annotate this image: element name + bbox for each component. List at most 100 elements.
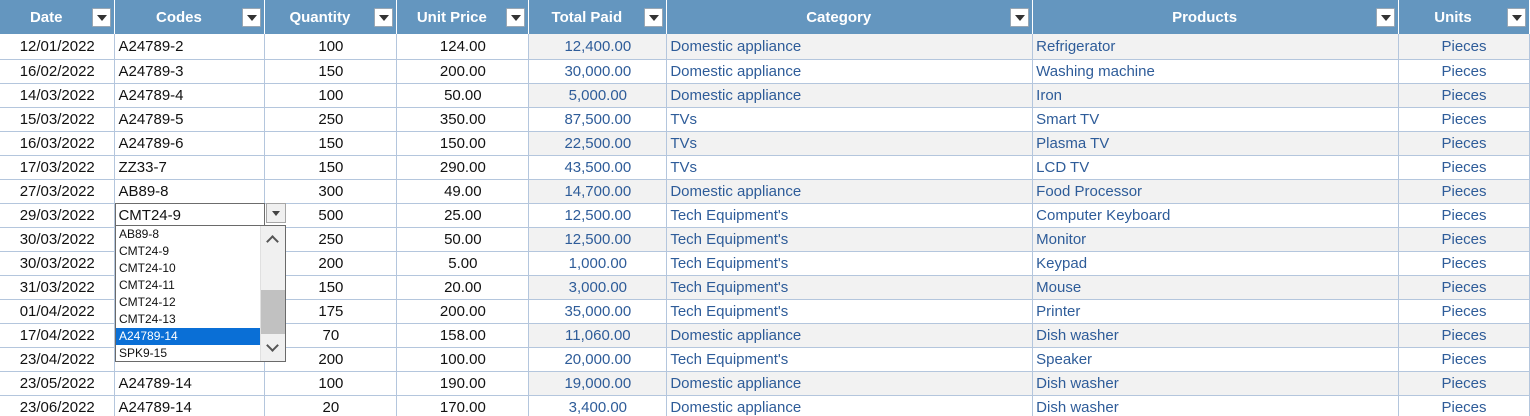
cell-date[interactable]: 14/03/2022	[0, 83, 116, 108]
cell-total-paid[interactable]: 19,000.00	[528, 371, 668, 396]
cell-units[interactable]: Pieces	[1398, 203, 1530, 228]
cell-quantity[interactable]: 150	[264, 155, 398, 180]
cell-code[interactable]: A24789-6	[114, 131, 266, 156]
cell-units[interactable]: Pieces	[1398, 347, 1530, 372]
cell-quantity[interactable]: 200	[264, 347, 398, 372]
cell-unit-price[interactable]: 350.00	[396, 107, 530, 132]
cell-date[interactable]: 29/03/2022	[0, 203, 116, 228]
cell-quantity[interactable]: 100	[264, 371, 398, 396]
filter-dropdown-icon[interactable]	[1376, 8, 1395, 27]
cell-date[interactable]: 30/03/2022	[0, 251, 116, 276]
cell-date[interactable]: 23/04/2022	[0, 347, 116, 372]
cell-units[interactable]: Pieces	[1398, 371, 1530, 396]
cell-total-paid[interactable]: 35,000.00	[528, 299, 668, 324]
cell-total-paid[interactable]: 12,400.00	[528, 34, 668, 60]
cell-total-paid[interactable]: 5,000.00	[528, 83, 668, 108]
cell-total-paid[interactable]: 11,060.00	[528, 323, 668, 348]
cell-units[interactable]: Pieces	[1398, 323, 1530, 348]
cell-total-paid[interactable]: 30,000.00	[528, 59, 668, 84]
cell-unit-price[interactable]: 200.00	[396, 59, 530, 84]
cell-product[interactable]: Keypad	[1032, 251, 1399, 276]
filter-dropdown-icon[interactable]	[644, 8, 664, 27]
cell-code[interactable]: A24789-14	[114, 395, 266, 416]
cell-unit-price[interactable]: 200.00	[396, 299, 530, 324]
cell-unit-price[interactable]: 150.00	[396, 131, 530, 156]
cell-total-paid[interactable]: 43,500.00	[528, 155, 668, 180]
cell-units[interactable]: Pieces	[1398, 227, 1530, 252]
cell-total-paid[interactable]: 12,500.00	[528, 227, 668, 252]
cell-unit-price[interactable]: 25.00	[396, 203, 530, 228]
filter-dropdown-icon[interactable]	[1010, 8, 1030, 27]
dropdown-option[interactable]: CMT24-11	[119, 278, 175, 292]
cell-code[interactable]: A24789-14	[114, 371, 266, 396]
cell-code[interactable]: A24789-4	[114, 83, 266, 108]
cell-unit-price[interactable]: 124.00	[396, 34, 530, 60]
cell-quantity[interactable]: 200	[264, 251, 398, 276]
cell-category[interactable]: Domestic appliance	[666, 83, 1034, 108]
cell-total-paid[interactable]: 87,500.00	[528, 107, 668, 132]
cell-product[interactable]: Dish washer	[1032, 395, 1399, 416]
cell-unit-price[interactable]: 49.00	[396, 179, 530, 204]
cell-total-paid[interactable]: 20,000.00	[528, 347, 668, 372]
cell-unit-price[interactable]: 50.00	[396, 227, 530, 252]
cell-product[interactable]: Speaker	[1032, 347, 1399, 372]
scroll-down-icon[interactable]	[261, 337, 285, 359]
cell-category[interactable]: Tech Equipment's	[666, 203, 1034, 228]
cell-category[interactable]: TVs	[666, 107, 1034, 132]
cell-units[interactable]: Pieces	[1398, 251, 1530, 276]
cell-category[interactable]: Domestic appliance	[666, 371, 1034, 396]
cell-date[interactable]: 16/03/2022	[0, 131, 116, 156]
cell-quantity[interactable]: 250	[264, 227, 398, 252]
cell-category[interactable]: TVs	[666, 155, 1034, 180]
cell-product[interactable]: Refrigerator	[1032, 34, 1399, 60]
cell-date[interactable]: 17/03/2022	[0, 155, 116, 180]
cell-unit-price[interactable]: 158.00	[396, 323, 530, 348]
scroll-thumb[interactable]	[261, 290, 285, 334]
cell-quantity[interactable]: 250	[264, 107, 398, 132]
cell-total-paid[interactable]: 22,500.00	[528, 131, 668, 156]
cell-product[interactable]: Monitor	[1032, 227, 1399, 252]
cell-category[interactable]: Domestic appliance	[666, 179, 1034, 204]
cell-date[interactable]: 01/04/2022	[0, 299, 116, 324]
cell-date[interactable]: 31/03/2022	[0, 275, 116, 300]
dropdown-option[interactable]: CMT24-12	[119, 295, 176, 309]
cell-product[interactable]: Dish washer	[1032, 323, 1399, 348]
cell-category[interactable]: Tech Equipment's	[666, 251, 1034, 276]
cell-quantity[interactable]: 70	[264, 323, 398, 348]
filter-dropdown-icon[interactable]	[506, 8, 526, 27]
cell-units[interactable]: Pieces	[1398, 34, 1530, 60]
cell-code[interactable]: ZZ33-7	[114, 155, 266, 180]
cell-quantity[interactable]: 150	[264, 275, 398, 300]
cell-date[interactable]: 30/03/2022	[0, 227, 116, 252]
cell-product[interactable]: LCD TV	[1032, 155, 1399, 180]
cell-product[interactable]: Mouse	[1032, 275, 1399, 300]
scroll-up-icon[interactable]	[261, 228, 285, 250]
cell-category[interactable]: Domestic appliance	[666, 34, 1034, 60]
cell-total-paid[interactable]: 3,400.00	[528, 395, 668, 416]
dropdown-option[interactable]: SPK9-15	[119, 346, 168, 360]
cell-category[interactable]: Tech Equipment's	[666, 299, 1034, 324]
cell-product[interactable]: Smart TV	[1032, 107, 1399, 132]
cell-product[interactable]: Computer Keyboard	[1032, 203, 1399, 228]
cell-unit-price[interactable]: 290.00	[396, 155, 530, 180]
cell-category[interactable]: Domestic appliance	[666, 323, 1034, 348]
cell-unit-price[interactable]: 50.00	[396, 83, 530, 108]
dropdown-option[interactable]: CMT24-10	[119, 261, 176, 275]
cell-quantity[interactable]: 175	[264, 299, 398, 324]
filter-dropdown-icon[interactable]	[92, 8, 112, 27]
cell-units[interactable]: Pieces	[1398, 83, 1530, 108]
cell-date[interactable]: 23/06/2022	[0, 395, 116, 416]
cell-category[interactable]: TVs	[666, 131, 1034, 156]
cell-unit-price[interactable]: 190.00	[396, 371, 530, 396]
cell-unit-price[interactable]: 170.00	[396, 395, 530, 416]
cell-quantity[interactable]: 100	[264, 83, 398, 108]
cell-quantity[interactable]: 20	[264, 395, 398, 416]
cell-category[interactable]: Domestic appliance	[666, 395, 1034, 416]
cell-dropdown-button[interactable]	[266, 203, 286, 223]
cell-product[interactable]: Printer	[1032, 299, 1399, 324]
cell-product[interactable]: Washing machine	[1032, 59, 1399, 84]
cell-code[interactable]: AB89-8	[114, 179, 266, 204]
cell-units[interactable]: Pieces	[1398, 179, 1530, 204]
cell-total-paid[interactable]: 12,500.00	[528, 203, 668, 228]
cell-units[interactable]: Pieces	[1398, 275, 1530, 300]
